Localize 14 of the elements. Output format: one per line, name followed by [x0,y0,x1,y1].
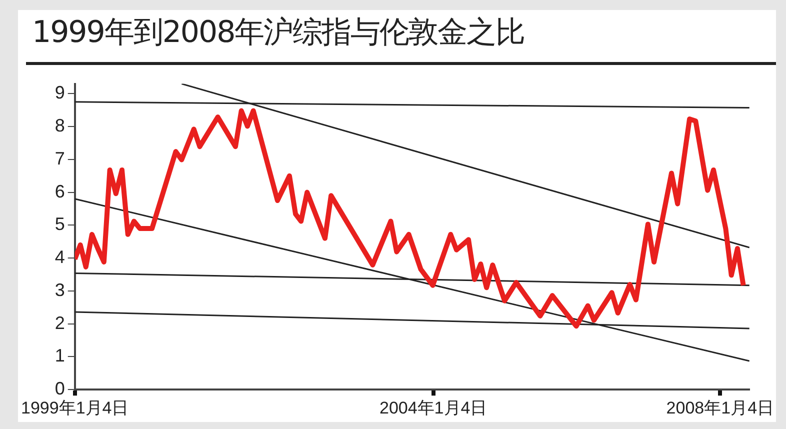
y-tick-label: 7 [54,148,65,168]
chart-title: 1999年到2008年沪综指与伦敦金之比 [32,14,525,52]
y-tick-label: 8 [54,116,65,136]
y-tick-label: 4 [54,247,65,268]
y-tick-label: 1 [54,346,65,366]
y-tick-label: 5 [54,214,65,234]
y-tick-label: 2 [54,312,65,333]
y-tick-label: 6 [54,181,65,202]
x-tick-label: 2004年1月4日 [379,398,488,418]
y-tick-label: 0 [54,378,65,399]
y-tick-label: 9 [54,82,65,103]
x-tick-label: 2008年1月4日 [666,398,774,418]
x-tick-label: 1999年1月4日 [20,398,129,418]
y-tick-label: 3 [54,280,65,300]
